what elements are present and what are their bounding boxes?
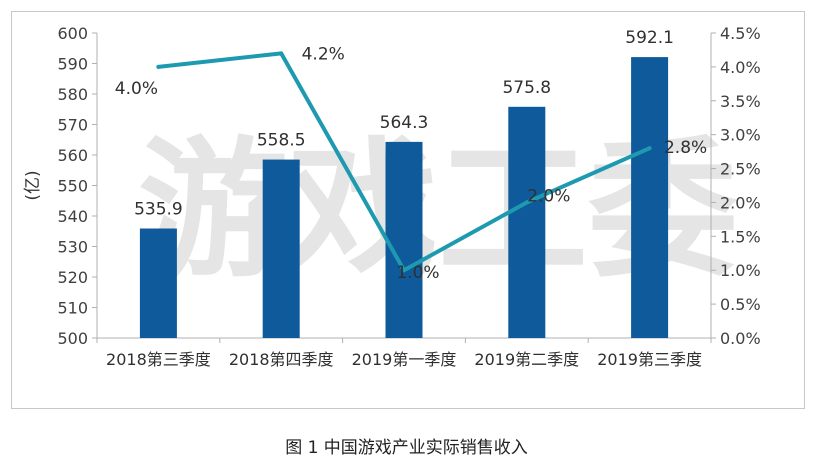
bar-value-label: 575.8: [502, 78, 551, 98]
y-left-tick-label: 580: [57, 85, 88, 104]
bar: [385, 141, 423, 338]
x-category-label: 2019第一季度: [352, 350, 457, 369]
y-left-tick-label: 500: [57, 329, 88, 348]
y-left-tick-label: 520: [57, 268, 88, 287]
bar: [508, 106, 546, 338]
x-category-label: 2018第三季度: [106, 350, 211, 369]
y-left-tick-label: 510: [57, 299, 88, 318]
growth-rate-point: [402, 268, 406, 273]
line-value-label: 4.0%: [115, 79, 158, 99]
y-right-tick-label: 2.5%: [720, 160, 761, 179]
line-value-label: 4.2%: [302, 44, 345, 64]
x-category-label: 2019第三季度: [597, 350, 702, 369]
growth-rate-point: [156, 64, 161, 69]
bar-value-label: 558.5: [257, 131, 306, 151]
y-right-tick-label: 1.0%: [720, 261, 761, 280]
figure-caption: 图 1 中国游戏产业实际销售收入: [285, 438, 528, 458]
bar-value-label: 535.9: [134, 200, 183, 220]
x-category-label: 2018第四季度: [229, 350, 334, 369]
bar-value-label: 564.3: [380, 113, 429, 133]
growth-rate-point: [647, 146, 652, 151]
line-value-label: 2.0%: [527, 186, 570, 206]
chart-frame: [11, 11, 805, 409]
y-left-tick-label: 530: [57, 238, 88, 257]
y-left-tick-label: 590: [57, 55, 88, 74]
y-right-tick-label: 3.0%: [720, 126, 761, 145]
y-right-tick-label: 3.5%: [720, 92, 761, 111]
y-right-tick-label: 2.0%: [720, 193, 761, 212]
y-left-tick-label: 540: [57, 207, 88, 226]
y-left-tick-label: 550: [57, 177, 88, 196]
y-left-tick-label: 570: [57, 116, 88, 135]
growth-rate-point: [279, 51, 284, 56]
y-right-tick-label: 4.0%: [720, 58, 761, 77]
line-value-label: 1.0%: [396, 263, 439, 283]
bar-value-label: 592.1: [625, 28, 674, 48]
bar: [631, 57, 669, 338]
growth-rate-point: [524, 200, 529, 205]
x-category-label: 2019第二季度: [474, 350, 579, 369]
line-value-label: 2.8%: [664, 138, 707, 158]
y-right-tick-label: 0.5%: [720, 295, 761, 314]
y-left-axis-label: (亿): [23, 170, 43, 200]
y-right-tick-label: 1.5%: [720, 227, 761, 246]
bar: [139, 228, 177, 338]
y-left-tick-label: 560: [57, 146, 88, 165]
bar: [262, 159, 300, 338]
y-right-tick-label: 4.5%: [720, 24, 761, 43]
y-right-tick-label: 0.0%: [720, 329, 761, 348]
y-left-tick-label: 600: [57, 24, 88, 43]
